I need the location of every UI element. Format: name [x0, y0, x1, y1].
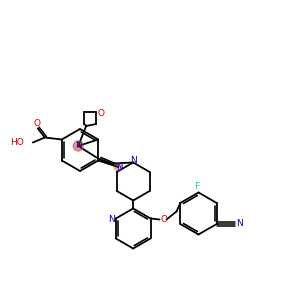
Text: N: N [75, 142, 81, 151]
Text: N: N [109, 215, 115, 224]
Text: N: N [116, 164, 122, 172]
Text: HO: HO [10, 138, 24, 147]
Text: O: O [98, 110, 105, 118]
Circle shape [73, 141, 83, 151]
Text: N: N [236, 220, 243, 229]
Text: N: N [130, 156, 136, 165]
Text: O: O [33, 119, 40, 128]
Circle shape [114, 163, 122, 171]
Text: O: O [160, 215, 167, 224]
Text: F: F [194, 182, 199, 191]
